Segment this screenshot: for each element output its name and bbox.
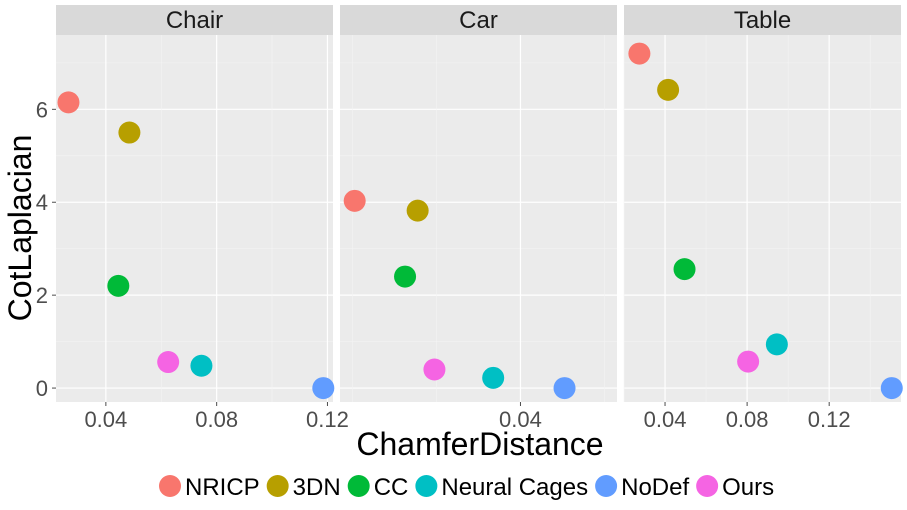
legend-item-nodef: NoDef	[595, 474, 689, 501]
point-neural-cages	[482, 366, 505, 389]
point-ours	[157, 351, 180, 374]
legend-key	[595, 475, 618, 497]
facet-strip	[624, 5, 901, 35]
point-nricp	[343, 189, 366, 212]
legend-key	[347, 475, 370, 497]
point-ours	[737, 350, 760, 373]
legend-label: 3DN	[293, 474, 341, 501]
x-tick-label: 0.12	[306, 407, 349, 432]
legend-key	[415, 475, 438, 497]
y-axis-title: CotLaplacian	[2, 135, 38, 322]
x-tick-label: 0.08	[195, 407, 238, 432]
legend-item-ours: Ours	[696, 474, 774, 501]
point-nodef	[553, 377, 576, 400]
legend-label: CC	[374, 474, 409, 501]
point-cc	[673, 258, 696, 281]
y-tick-label: 4	[36, 190, 48, 215]
facet-strip-label: Table	[734, 7, 791, 34]
legend-item-neural-cages: Neural Cages	[415, 474, 588, 501]
x-tick-label: 0.04	[644, 407, 687, 432]
x-tick-label: 0.04	[84, 407, 127, 432]
legend-item-nricp: NRICP	[159, 474, 260, 501]
x-tick-label: 0.04	[499, 407, 542, 432]
legend-label: NRICP	[185, 474, 260, 501]
legend: NRICP 3DN CC Neural Cages NoDef Ours	[159, 474, 774, 501]
y-tick-label: 6	[36, 97, 48, 122]
facet-panel-car: Car 0.04	[340, 5, 617, 432]
point-nricp	[57, 91, 80, 114]
point-cc	[107, 274, 130, 297]
panel-background	[340, 35, 617, 402]
point-nricp	[628, 42, 651, 65]
legend-label: NoDef	[621, 474, 689, 501]
legend-key	[159, 475, 181, 497]
point-nodef	[312, 377, 335, 400]
facet-panels: Chair 0.04 0.08 0.12 Car 0.04 Table 0.04 0.08 0.1…	[56, 5, 903, 432]
legend-item-3dn: 3DN	[266, 474, 341, 501]
point-3dn	[406, 199, 429, 222]
x-tick-label: 0.08	[726, 407, 769, 432]
facet-strip	[56, 5, 333, 35]
legend-label: Neural Cages	[441, 474, 588, 501]
point-cc	[394, 265, 417, 288]
x-axis-title: ChamferDistance	[356, 426, 603, 462]
facet-strip-label: Chair	[166, 7, 223, 34]
panel-background	[56, 35, 333, 402]
legend-key	[266, 475, 289, 497]
point-neural-cages	[765, 333, 788, 356]
point-neural-cages	[190, 354, 213, 377]
facet-strip-label: Car	[459, 7, 498, 34]
legend-label: Ours	[722, 474, 774, 501]
legend-key	[696, 475, 719, 497]
y-tick-label: 0	[36, 376, 48, 401]
y-tick-label: 2	[36, 283, 48, 308]
point-nodef	[880, 377, 903, 400]
y-axis: 0 2 4 6	[36, 97, 56, 401]
facet-panel-table: Table 0.04 0.08 0.12	[623, 5, 903, 432]
point-3dn	[118, 121, 141, 144]
point-ours	[423, 358, 446, 381]
legend-item-cc: CC	[347, 474, 409, 501]
point-3dn	[657, 78, 680, 101]
facet-panel-chair: Chair 0.04 0.08 0.12	[56, 5, 349, 432]
facet-strip	[340, 5, 617, 35]
x-tick-label: 0.12	[808, 407, 851, 432]
